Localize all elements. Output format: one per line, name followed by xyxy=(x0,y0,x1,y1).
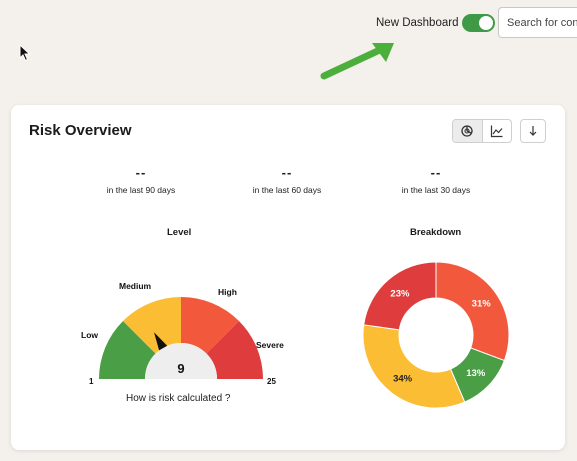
gauge-segment-label-medium: Medium xyxy=(119,281,152,291)
stat-90-days: -- in the last 90 days xyxy=(71,165,211,195)
stat-label: in the last 60 days xyxy=(252,185,322,195)
gauge-segment-label-severe: Severe xyxy=(256,340,284,350)
stat-30-days: -- in the last 30 days xyxy=(366,165,506,195)
stat-60-days: -- in the last 60 days xyxy=(217,165,357,195)
risk-calculation-link[interactable]: How is risk calculated ? xyxy=(126,393,231,404)
pie-view-button[interactable] xyxy=(453,120,482,142)
stat-value: -- xyxy=(430,165,442,180)
donut-slice-label: 13% xyxy=(466,368,486,379)
line-chart-icon xyxy=(490,125,503,138)
gauge-segment-high xyxy=(181,297,239,354)
risk-level-gauge: 9 1 25 Low Medium High Severe xyxy=(81,281,284,386)
stat-value: -- xyxy=(135,165,147,180)
pie-chart-icon xyxy=(461,125,474,137)
line-view-button[interactable] xyxy=(481,120,511,142)
donut-slice xyxy=(435,261,510,362)
risk-overview-card: Risk Overview -- in the last 90 days -- … xyxy=(11,105,565,450)
donut-slice-label: 34% xyxy=(393,374,413,385)
card-title: Risk Overview xyxy=(29,122,132,139)
chart-view-toggle xyxy=(452,119,512,143)
donut-slice-label: 31% xyxy=(472,299,492,310)
new-dashboard-toggle[interactable] xyxy=(462,14,496,32)
stat-label: in the last 30 days xyxy=(401,185,471,195)
level-title: Level xyxy=(167,227,192,238)
donut-slice xyxy=(363,261,437,331)
donut-slice xyxy=(362,324,466,409)
risk-breakdown-donut: 31% 13% 34% 23% xyxy=(362,261,510,409)
top-bar: New Dashboard xyxy=(0,0,577,88)
gauge-segment-low xyxy=(99,321,156,379)
new-dashboard-toggle-group: New Dashboard xyxy=(376,13,496,33)
breakdown-title: Breakdown xyxy=(410,227,462,238)
gauge-min-label: 1 xyxy=(89,377,94,386)
arrow-annotation-icon xyxy=(320,43,394,80)
stat-value: -- xyxy=(281,165,293,180)
gauge-max-label: 25 xyxy=(267,377,276,386)
gauge-needle xyxy=(154,332,168,351)
gauge-segment-medium xyxy=(123,297,181,354)
donut-slice-label: 23% xyxy=(390,288,410,299)
gauge-segment-label-high: High xyxy=(218,287,237,297)
download-button[interactable] xyxy=(520,119,546,143)
toggle-knob xyxy=(479,16,494,30)
arrow-down-icon xyxy=(529,126,537,136)
gauge-segment-label-low: Low xyxy=(81,330,98,340)
gauge-segment-severe xyxy=(206,321,263,379)
mouse-pointer-icon xyxy=(19,44,31,62)
gauge-value: 9 xyxy=(177,361,184,376)
stat-label: in the last 90 days xyxy=(106,185,176,195)
gauge-hub xyxy=(145,343,217,379)
search-input[interactable] xyxy=(498,7,577,38)
toggle-label: New Dashboard xyxy=(376,17,459,29)
